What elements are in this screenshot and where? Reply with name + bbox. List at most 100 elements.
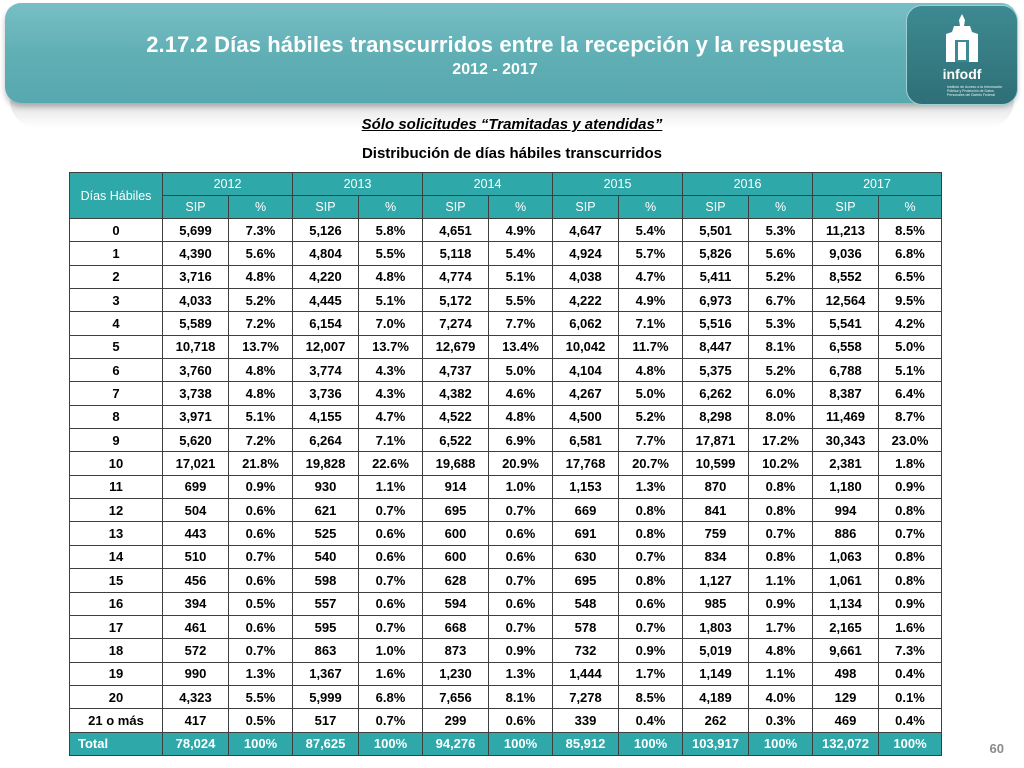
- percent-cell: 1.3%: [228, 661, 293, 686]
- sip-count-cell: 691: [552, 521, 619, 546]
- percent-cell: 5.4%: [488, 241, 553, 266]
- table-row: 17 461 0.6% 595 0.7% 668 0.7% 578 0.7% 1,803 1.7% 2…: [69, 614, 942, 640]
- percent-cell: 4.3%: [358, 381, 423, 406]
- logo-tagline: Instituto de Acceso a la Información Púb…: [947, 85, 1003, 97]
- percent-cell: 0.9%: [878, 591, 942, 616]
- sip-count-cell: 17,021: [162, 451, 229, 476]
- percent-cell: 13.7%: [358, 334, 423, 360]
- day-cell: 0: [69, 217, 163, 243]
- percent-cell: 0.6%: [358, 521, 423, 546]
- year-header: 2015: [552, 172, 683, 196]
- table-row: 4 5,589 7.2% 6,154 7.0% 7,274 7.7% 6,062 7.1% 5,5…: [69, 311, 942, 336]
- percent-cell: 1.1%: [748, 661, 813, 686]
- total-sip-cell: 85,912: [552, 731, 619, 756]
- sip-count-cell: 914: [422, 474, 489, 500]
- percent-cell: 4.9%: [488, 217, 553, 243]
- sip-count-cell: 4,267: [552, 381, 619, 406]
- sip-count-cell: 1,444: [552, 661, 619, 686]
- percent-cell: 8.5%: [618, 684, 683, 710]
- sip-count-cell: 7,278: [552, 684, 619, 710]
- percent-cell: 0.8%: [748, 474, 813, 500]
- day-cell: 16: [69, 591, 163, 616]
- percent-cell: 0.5%: [228, 708, 293, 733]
- percent-cell: 7.7%: [618, 428, 683, 453]
- sip-count-cell: 3,760: [162, 358, 229, 383]
- percent-cell: 11.7%: [618, 334, 683, 360]
- day-cell: 8: [69, 404, 163, 430]
- percent-cell: 4.8%: [488, 404, 553, 430]
- year-header: 2013: [292, 172, 423, 196]
- table-row: 6 3,760 4.8% 3,774 4.3% 4,737 5.0% 4,104 4.8% 5,3…: [69, 358, 942, 383]
- sip-count-cell: 6,581: [552, 428, 619, 453]
- table-row: 12 504 0.6% 621 0.7% 695 0.7% 669 0.8% 841 0.8% 994…: [69, 498, 942, 523]
- percent-cell: 0.8%: [748, 544, 813, 570]
- sip-count-cell: 2,165: [812, 614, 879, 640]
- percent-header: %: [488, 195, 553, 219]
- percent-cell: 0.7%: [228, 638, 293, 663]
- sip-count-cell: 834: [682, 544, 749, 570]
- percent-cell: 0.7%: [488, 498, 553, 523]
- percent-cell: 0.8%: [878, 568, 942, 593]
- percent-cell: 0.8%: [618, 568, 683, 593]
- sip-header: SIP: [682, 195, 749, 219]
- sip-count-cell: 4,222: [552, 288, 619, 313]
- day-cell: 17: [69, 614, 163, 640]
- sip-count-cell: 4,189: [682, 684, 749, 710]
- sip-count-cell: 6,558: [812, 334, 879, 360]
- percent-cell: 5.2%: [228, 288, 293, 313]
- sip-count-cell: 1,127: [682, 568, 749, 593]
- percent-cell: 4.8%: [228, 264, 293, 290]
- sip-count-cell: 985: [682, 591, 749, 616]
- sip-count-cell: 4,647: [552, 217, 619, 243]
- page-title: 2.17.2 Días hábiles transcurridos entre …: [146, 32, 844, 57]
- percent-cell: 0.7%: [618, 614, 683, 640]
- sip-header: SIP: [812, 195, 879, 219]
- table-row: 20 4,323 5.5% 5,999 6.8% 7,656 8.1% 7,278 8.5% 4,…: [69, 684, 942, 710]
- sip-count-cell: 3,716: [162, 264, 229, 290]
- sip-count-cell: 863: [292, 638, 359, 663]
- percent-cell: 7.0%: [358, 311, 423, 336]
- sip-count-cell: 600: [422, 544, 489, 570]
- sip-count-cell: 5,375: [682, 358, 749, 383]
- percent-header: %: [618, 195, 683, 219]
- percent-cell: 0.8%: [618, 521, 683, 546]
- sip-count-cell: 3,971: [162, 404, 229, 430]
- percent-cell: 5.0%: [618, 381, 683, 406]
- sip-count-cell: 699: [162, 474, 229, 500]
- sip-count-cell: 11,213: [812, 217, 879, 243]
- percent-cell: 0.9%: [488, 638, 553, 663]
- percent-cell: 0.9%: [618, 638, 683, 663]
- sip-count-cell: 5,172: [422, 288, 489, 313]
- sip-count-cell: 732: [552, 638, 619, 663]
- percent-cell: 1.7%: [748, 614, 813, 640]
- percent-cell: 4.8%: [618, 358, 683, 383]
- sip-count-cell: 11,469: [812, 404, 879, 430]
- percent-cell: 6.8%: [878, 241, 942, 266]
- percent-cell: 4.8%: [228, 381, 293, 406]
- percent-cell: 0.6%: [358, 591, 423, 616]
- table-row: 15 456 0.6% 598 0.7% 628 0.7% 695 0.8% 1,127 1.1% 1…: [69, 568, 942, 593]
- year-header: 2017: [812, 172, 942, 196]
- sip-count-cell: 10,718: [162, 334, 229, 360]
- total-sip-cell: 78,024: [162, 731, 229, 756]
- total-percent-cell: 100%: [618, 731, 683, 756]
- sip-count-cell: 557: [292, 591, 359, 616]
- sip-count-cell: 4,804: [292, 241, 359, 266]
- banner-shadow: [10, 100, 1014, 128]
- sip-count-cell: 5,411: [682, 264, 749, 290]
- percent-cell: 5.6%: [748, 241, 813, 266]
- day-cell: 10: [69, 451, 163, 476]
- percent-cell: 7.7%: [488, 311, 553, 336]
- sip-count-cell: 19,828: [292, 451, 359, 476]
- sip-count-cell: 4,522: [422, 404, 489, 430]
- page-number: 60: [989, 741, 1004, 756]
- sip-count-cell: 6,154: [292, 311, 359, 336]
- sip-count-cell: 3,738: [162, 381, 229, 406]
- percent-cell: 5.5%: [228, 684, 293, 710]
- sip-header: SIP: [292, 195, 359, 219]
- sip-count-cell: 6,973: [682, 288, 749, 313]
- sip-count-cell: 469: [812, 708, 879, 733]
- table-row: 1 4,390 5.6% 4,804 5.5% 5,118 5.4% 4,924 5.7% 5,8…: [69, 241, 942, 266]
- sip-count-cell: 994: [812, 498, 879, 523]
- total-sip-cell: 103,917: [682, 731, 749, 756]
